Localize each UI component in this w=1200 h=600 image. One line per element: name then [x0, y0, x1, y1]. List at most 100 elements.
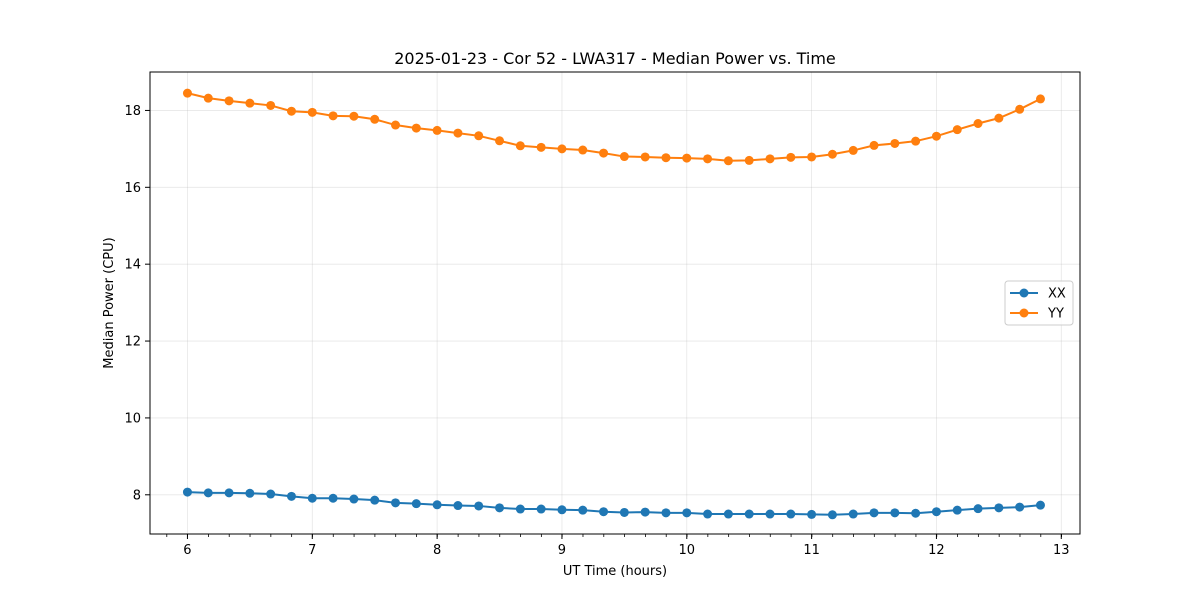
- data-point-xx: [370, 495, 380, 505]
- data-point-xx: [890, 508, 900, 518]
- data-point-yy: [182, 88, 192, 98]
- data-point-xx: [744, 509, 754, 519]
- plot-frame: [149, 71, 1081, 535]
- data-point-xx: [411, 499, 421, 509]
- x-tick-label: 6: [183, 543, 191, 558]
- data-point-xx: [495, 503, 505, 513]
- data-point-xx: [224, 488, 234, 498]
- data-point-xx: [307, 493, 317, 503]
- data-point-xx: [286, 491, 296, 501]
- data-point-xx: [453, 501, 463, 511]
- data-point-xx: [578, 505, 588, 515]
- data-point-yy: [495, 136, 505, 146]
- y-tick-label: 12: [124, 335, 141, 350]
- data-point-xx: [911, 508, 921, 518]
- x-tick-label: 12: [928, 543, 945, 558]
- data-point-yy: [245, 98, 255, 108]
- data-point-xx: [640, 507, 650, 517]
- x-tick-label: 7: [308, 543, 316, 558]
- legend-label-xx: XX: [1048, 287, 1066, 302]
- x-tick-label: 8: [433, 543, 441, 558]
- x-tick-label: 11: [803, 543, 820, 558]
- x-tick-label: 13: [1053, 543, 1070, 558]
- data-point-yy: [1015, 104, 1025, 114]
- data-point-yy: [952, 125, 962, 135]
- data-point-yy: [619, 152, 629, 162]
- data-point-yy: [578, 145, 588, 155]
- data-point-yy: [474, 131, 484, 141]
- data-point-xx: [182, 487, 192, 497]
- data-point-yy: [973, 119, 983, 129]
- data-point-yy: [224, 96, 234, 106]
- data-point-xx: [515, 504, 525, 514]
- data-point-xx: [328, 493, 338, 503]
- data-point-yy: [391, 120, 401, 130]
- legend-marker-yy: [1019, 308, 1029, 318]
- chart-title: 2025-01-23 - Cor 52 - LWA317 - Median Po…: [394, 49, 836, 68]
- data-point-yy: [765, 154, 775, 164]
- data-point-xx: [931, 507, 941, 517]
- data-point-xx: [703, 509, 713, 519]
- data-point-xx: [682, 508, 692, 518]
- x-tick-label: 9: [558, 543, 566, 558]
- data-point-yy: [370, 114, 380, 124]
- y-tick-label: 8: [133, 488, 141, 503]
- axes: 6 7 8 9 10 11 12 13 8 10 12 14 16 18: [124, 104, 1069, 558]
- x-axis-label: UT Time (hours): [563, 564, 667, 579]
- data-point-xx: [723, 509, 733, 519]
- data-point-yy: [931, 131, 941, 141]
- data-point-yy: [848, 145, 858, 155]
- data-point-yy: [661, 153, 671, 163]
- legend-marker-xx: [1019, 288, 1029, 298]
- data-point-yy: [703, 154, 713, 164]
- data-point-yy: [1035, 94, 1045, 104]
- grid: [150, 72, 1080, 534]
- data-point-xx: [474, 501, 484, 511]
- y-tick-label: 18: [124, 104, 141, 119]
- data-point-xx: [391, 498, 401, 508]
- data-point-xx: [869, 508, 879, 518]
- data-point-xx: [765, 509, 775, 519]
- data-point-xx: [266, 489, 276, 499]
- data-point-yy: [515, 141, 525, 151]
- data-point-yy: [723, 156, 733, 166]
- data-point-yy: [328, 111, 338, 121]
- data-point-xx: [786, 509, 796, 519]
- data-point-xx: [848, 509, 858, 519]
- data-point-yy: [994, 113, 1004, 123]
- y-tick-label: 16: [124, 181, 141, 196]
- data-point-yy: [453, 128, 463, 138]
- data-point-yy: [599, 148, 609, 158]
- data-point-yy: [536, 142, 546, 152]
- data-point-xx: [1015, 502, 1025, 512]
- data-point-yy: [807, 152, 817, 162]
- x-tick-label: 10: [679, 543, 696, 558]
- data-point-yy: [827, 149, 837, 159]
- data-point-yy: [682, 153, 692, 163]
- data-point-yy: [432, 125, 442, 135]
- data-point-yy: [411, 123, 421, 133]
- data-point-xx: [203, 488, 213, 498]
- legend-label-yy: YY: [1047, 307, 1064, 322]
- data-point-xx: [245, 488, 255, 498]
- data-point-yy: [869, 140, 879, 150]
- series-layer: [182, 88, 1045, 520]
- data-point-yy: [286, 106, 296, 116]
- series-line-yy: [187, 92, 1041, 162]
- data-point-yy: [640, 152, 650, 162]
- data-point-yy: [266, 100, 276, 110]
- data-point-yy: [786, 152, 796, 162]
- data-point-xx: [1035, 500, 1045, 510]
- y-tick-label: 10: [124, 411, 141, 426]
- data-point-yy: [744, 155, 754, 165]
- y-axis-label: Median Power (CPU): [102, 237, 117, 368]
- legend: XX YY: [1004, 280, 1074, 326]
- data-point-xx: [973, 504, 983, 514]
- data-point-yy: [557, 144, 567, 154]
- data-point-xx: [952, 505, 962, 515]
- data-point-xx: [827, 510, 837, 520]
- y-tick-label: 14: [124, 258, 141, 273]
- data-point-xx: [599, 507, 609, 517]
- data-point-xx: [807, 509, 817, 519]
- data-point-xx: [994, 503, 1004, 513]
